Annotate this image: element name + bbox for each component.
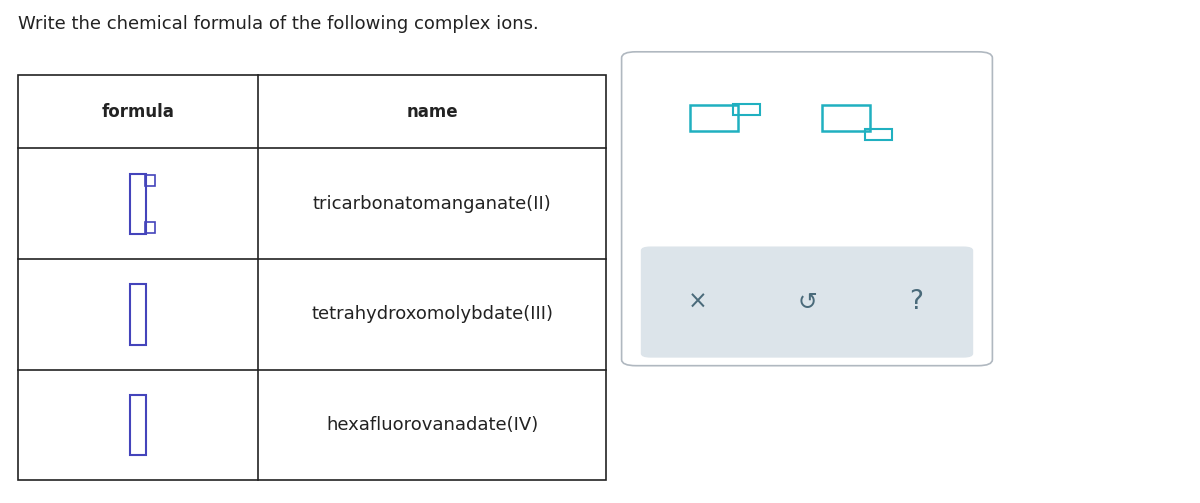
Text: ?: ? (910, 289, 924, 315)
Text: ×: × (688, 290, 708, 314)
FancyBboxPatch shape (641, 246, 973, 358)
FancyBboxPatch shape (622, 52, 992, 366)
Text: Write the chemical formula of the following complex ions.: Write the chemical formula of the follow… (18, 15, 539, 33)
Text: formula: formula (102, 103, 174, 121)
Text: ↺: ↺ (797, 290, 817, 314)
Text: hexafluorovanadate(IV): hexafluorovanadate(IV) (326, 416, 538, 434)
Text: tricarbonatomanganate(II): tricarbonatomanganate(II) (313, 195, 551, 213)
Text: name: name (406, 103, 458, 121)
Text: tetrahydroxomolybdate(III): tetrahydroxomolybdate(III) (311, 305, 553, 323)
